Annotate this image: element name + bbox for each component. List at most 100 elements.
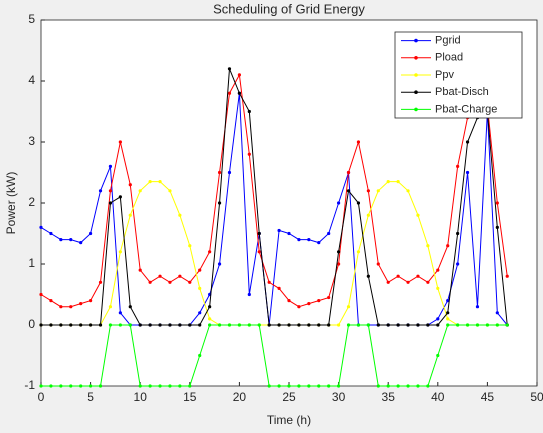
legend-label: Pbat-Charge <box>435 103 497 115</box>
series-line <box>41 68 508 326</box>
data-point <box>89 299 93 303</box>
data-point <box>108 164 113 168</box>
data-point <box>39 384 43 388</box>
data-point <box>327 323 331 327</box>
data-point <box>217 323 222 327</box>
data-point <box>307 238 311 242</box>
data-point <box>376 262 380 266</box>
data-point <box>337 323 341 327</box>
data-point <box>446 311 450 315</box>
data-point <box>188 323 192 327</box>
data-point <box>307 302 311 306</box>
data-point <box>98 323 103 327</box>
data-point <box>148 384 152 388</box>
data-point <box>158 384 162 388</box>
data-point <box>346 170 351 175</box>
data-point <box>406 189 410 193</box>
x-tick-label: 45 <box>481 390 495 404</box>
data-point <box>386 323 390 327</box>
data-point <box>257 231 261 236</box>
data-point <box>297 238 301 242</box>
y-axis-label: Power (kW) <box>4 172 18 235</box>
data-point <box>327 295 331 300</box>
data-point <box>158 274 162 278</box>
data-point <box>396 180 400 184</box>
data-point <box>198 353 202 358</box>
data-point <box>168 384 172 388</box>
x-tick-label: 10 <box>134 390 148 404</box>
data-point <box>178 274 182 278</box>
data-point <box>337 384 341 388</box>
data-point <box>317 323 321 327</box>
data-point <box>495 323 499 327</box>
data-point <box>108 323 113 327</box>
data-point <box>98 280 103 284</box>
data-point <box>89 323 93 327</box>
data-point <box>237 323 241 327</box>
data-point <box>148 180 152 184</box>
data-point <box>505 274 509 278</box>
data-point <box>158 323 162 327</box>
data-point <box>168 189 172 193</box>
data-point <box>227 323 232 327</box>
data-point <box>287 231 291 236</box>
data-point <box>356 323 361 327</box>
data-point <box>495 311 499 315</box>
data-point <box>108 189 113 193</box>
data-point <box>158 180 162 184</box>
data-point <box>208 317 212 321</box>
data-point <box>436 353 440 358</box>
data-point <box>257 250 261 254</box>
data-point <box>337 262 341 266</box>
data-point <box>495 225 499 229</box>
data-point <box>247 109 251 114</box>
y-tick-label: 3 <box>28 134 35 148</box>
data-point <box>118 140 122 144</box>
data-point <box>227 91 232 95</box>
data-point <box>227 67 232 71</box>
data-point <box>446 317 450 321</box>
data-point <box>217 262 222 266</box>
data-point <box>89 231 93 236</box>
data-point <box>337 250 341 254</box>
data-point <box>128 213 132 217</box>
x-axis-label: Time (h) <box>267 413 311 427</box>
data-point <box>436 268 440 272</box>
data-point <box>227 170 232 175</box>
data-point <box>188 384 192 388</box>
data-point <box>307 323 311 327</box>
legend-label: Pload <box>435 52 463 64</box>
data-point <box>327 231 331 236</box>
data-point <box>396 323 400 327</box>
data-point <box>108 305 113 309</box>
data-point <box>406 384 410 388</box>
data-point <box>456 262 460 266</box>
series-line <box>41 324 508 387</box>
x-tick-label: 30 <box>332 390 346 404</box>
data-point <box>128 183 132 187</box>
data-point <box>267 384 271 388</box>
data-point <box>89 384 93 388</box>
data-point <box>69 238 73 242</box>
data-point <box>79 323 83 327</box>
data-point <box>456 164 460 168</box>
data-point <box>416 213 420 217</box>
data-point <box>436 323 440 327</box>
data-point <box>446 244 450 248</box>
data-point <box>396 274 400 278</box>
data-point <box>317 384 321 388</box>
data-point <box>217 170 222 175</box>
data-point <box>485 323 489 327</box>
data-point <box>376 189 380 193</box>
data-point <box>79 241 83 245</box>
data-point <box>386 180 390 184</box>
data-point <box>49 384 53 388</box>
data-point <box>396 384 400 388</box>
legend-label: Ppv <box>435 69 454 81</box>
data-point <box>49 231 53 236</box>
data-point <box>138 268 142 272</box>
data-point <box>475 305 480 309</box>
legend-marker <box>414 90 418 94</box>
data-point <box>188 280 192 284</box>
data-point <box>356 201 361 205</box>
